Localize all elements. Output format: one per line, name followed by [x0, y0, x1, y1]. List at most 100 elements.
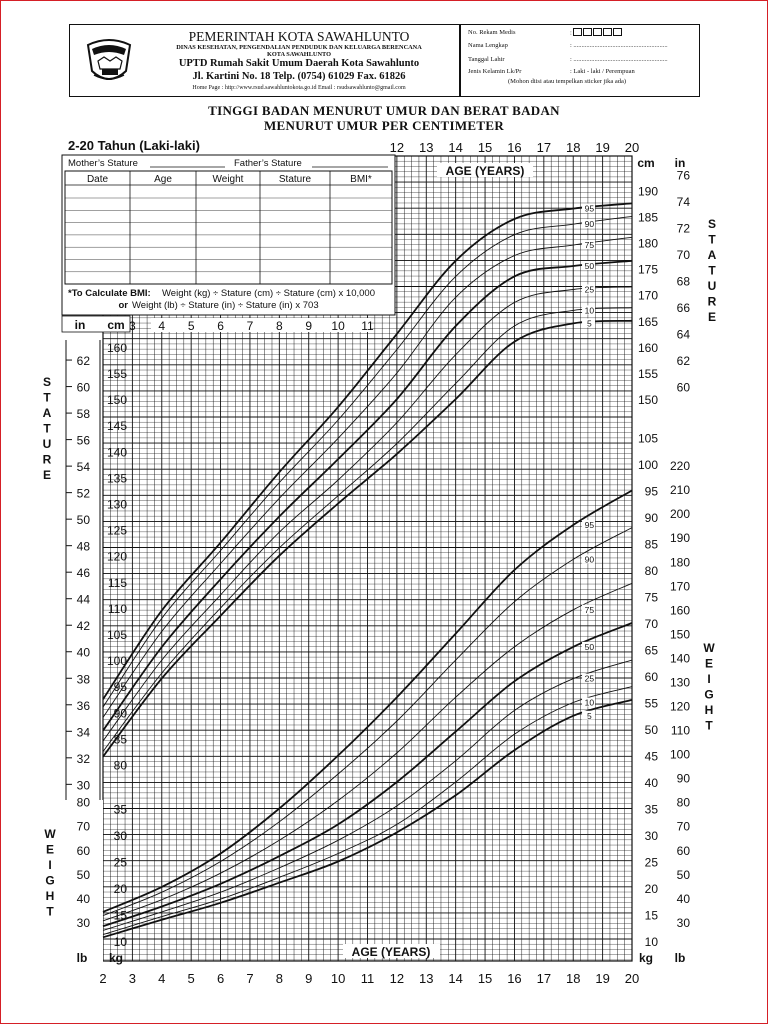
top-age-tick: 17 [537, 140, 551, 155]
right-stature-inch-tick: 66 [677, 301, 691, 315]
birth-date-field[interactable]: : ......................................… [570, 56, 668, 63]
record-number-boxes[interactable] [572, 28, 622, 38]
bottom-age-tick: 15 [478, 971, 492, 986]
right-weight-lb-tick: 160 [670, 603, 690, 617]
stature-inch-tick: 42 [77, 619, 91, 633]
weight-percentile-75-line [102, 582, 633, 922]
bottom-age-tick: 6 [217, 971, 224, 986]
inner-age-tick: 5 [188, 319, 195, 333]
right-stature-cm-tick: 155 [638, 367, 658, 381]
stature-inch-tick: 40 [77, 646, 91, 660]
right-weight-kg-tick: 90 [645, 511, 659, 525]
stature-left-letter: T [43, 422, 51, 436]
stature-cm-tick: 100 [107, 654, 127, 668]
stature-right-letter: S [708, 217, 716, 231]
top-age-tick: 13 [419, 140, 433, 155]
bottom-age-tick: 9 [305, 971, 312, 986]
top-age-tick: 15 [478, 140, 492, 155]
full-name-label: Nama Lengkap [468, 42, 508, 49]
stature-cm-tick: 130 [107, 498, 127, 512]
right-weight-kg-tick: 35 [645, 803, 659, 817]
inner-age-tick: 10 [331, 319, 345, 333]
weight-left-letter: H [46, 889, 55, 903]
percentile-label-bg [582, 554, 596, 564]
age-years-bottom-label: AGE (YEARS) [352, 945, 431, 959]
weight-percentile-label-10: 10 [585, 698, 595, 708]
measurement-table [64, 170, 393, 285]
bottom-age-tick: 7 [246, 971, 253, 986]
bottom-age-tick: 12 [390, 971, 404, 986]
table-header-weight: Weight [213, 174, 244, 185]
full-name-field[interactable]: : ......................................… [570, 42, 668, 49]
inner-age-tick: 4 [158, 319, 165, 333]
right-weight-kg-tick: 95 [645, 485, 659, 499]
percentile-label-bg [582, 697, 596, 707]
right-stature-inch-tick: 60 [677, 381, 691, 395]
stature-cm-tick: 125 [107, 524, 127, 538]
weight-percentile-label-90: 90 [585, 554, 595, 564]
stature-right-letter: A [708, 248, 717, 262]
weight-kg-tick: 10 [114, 935, 128, 949]
bottom-age-tick: 20 [625, 971, 639, 986]
sex-field[interactable]: : Laki - laki / Perempuan [570, 68, 635, 75]
weight-right-letter: T [705, 719, 713, 733]
bmi-note-prefix: *To Calculate BMI: [68, 288, 151, 299]
medical-record-field[interactable]: : [570, 28, 622, 38]
inner-age-tick: 7 [247, 319, 254, 333]
right-weight-lb-tick: 80 [677, 796, 691, 810]
right-weight-kg-tick: 100 [638, 458, 658, 472]
right-weight-kg-tick: 70 [645, 617, 659, 631]
top-age-tick: 19 [595, 140, 609, 155]
inner-age-tick: 8 [276, 319, 283, 333]
right-weight-kg-tick: 50 [645, 723, 659, 737]
mothers-stature-label: Mother’s Stature [68, 158, 138, 169]
stature-cm-tick: 85 [114, 732, 128, 746]
right-stature-cm-tick: 180 [638, 237, 658, 251]
left-lb-label: lb [77, 951, 88, 965]
bottom-age-tick: 3 [129, 971, 136, 986]
percentile-label-bg [582, 641, 596, 651]
right-weight-lb-tick: 50 [677, 868, 691, 882]
age-years-top-label: AGE (YEARS) [446, 164, 525, 178]
right-weight-lb-tick: 120 [670, 700, 690, 714]
stature-left-letter: U [43, 437, 52, 451]
patient-info-box: No. Rekam Medis : Nama Lengkap : .......… [460, 24, 700, 97]
weight-right-letter: E [705, 657, 713, 671]
percentile-label-bg [582, 219, 596, 229]
weight-left-letter: W [44, 827, 56, 841]
weight-left-letter: E [46, 843, 54, 857]
stature-percentile-5-line [102, 319, 633, 758]
right-weight-lb-tick: 40 [677, 892, 691, 906]
weight-lb-tick: 80 [77, 796, 91, 810]
stature-left-letter: S [43, 375, 51, 389]
right-stature-inch-tick: 62 [677, 354, 691, 368]
stature-right-letter: T [708, 264, 716, 278]
stature-cm-tick: 155 [107, 367, 127, 381]
right-stature-inch-tick: 72 [677, 221, 691, 235]
percentile-label-bg [582, 240, 596, 250]
table-header-stature: Stature [279, 174, 312, 185]
stature-inch-tick: 44 [77, 593, 91, 607]
weight-left-letter: G [45, 874, 54, 888]
age-years-top-bg [437, 163, 533, 177]
stature-inch-tick: 48 [77, 540, 91, 554]
weight-percentile-label-50: 50 [585, 642, 595, 652]
bottom-age-tick: 16 [507, 971, 521, 986]
right-weight-kg-tick: 75 [645, 591, 659, 605]
right-weight-kg-tick: 25 [645, 856, 659, 870]
org-city: KOTA SAWAHLUNTO [267, 51, 331, 58]
right-weight-lb-tick: 130 [670, 675, 690, 689]
bmi-note-or: or [119, 300, 129, 311]
top-age-tick: 12 [390, 140, 404, 155]
inner-age-tick: 11 [361, 319, 374, 333]
right-lb-label: lb [675, 951, 686, 965]
hospital-name: UPTD Rumah Sakit Umum Daerah Kota Sawahl… [178, 58, 420, 69]
bottom-age-tick: 4 [158, 971, 165, 986]
birth-date-label: Tanggal Lahir [468, 56, 505, 63]
right-stature-inch-tick: 64 [677, 328, 691, 342]
right-weight-kg-tick: 60 [645, 670, 659, 684]
stature-inch-tick: 52 [77, 487, 91, 501]
bottom-age-tick: 13 [419, 971, 433, 986]
hospital-address: Jl. Kartini No. 18 Telp. (0754) 61029 Fa… [192, 71, 406, 82]
inner-age-tick: 9 [305, 319, 312, 333]
